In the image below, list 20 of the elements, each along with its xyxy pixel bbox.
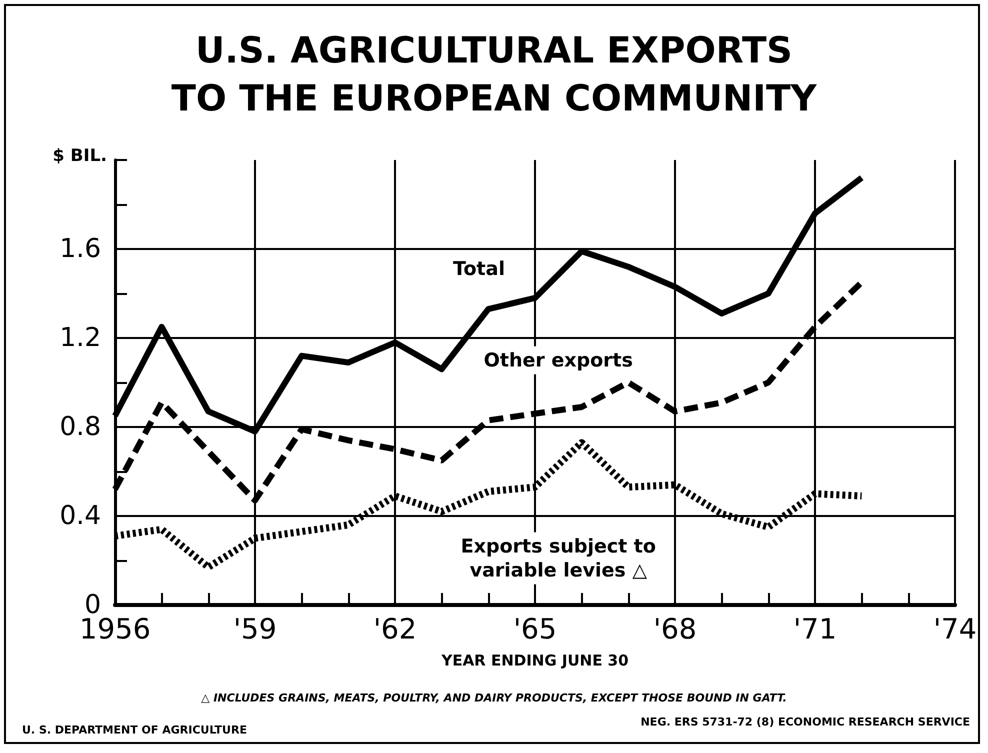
text: △ INCLUDES GRAINS, MEATS, POULTRY, AND DAIRY PRODUCTS, EXCEPT THOSE BOUND IN GATT. [201, 692, 787, 704]
text: U. S. DEPARTMENT OF AGRICULTURE [22, 724, 247, 736]
text: NEG. ERS 5731-72 (8) ECONOMIC RESEARCH SERVICE [640, 716, 970, 728]
y-tick-label: 0.4 [60, 501, 101, 531]
series-label: Total [453, 258, 505, 280]
y-axis-title: $ BIL. [52, 146, 107, 166]
x-tick-label: '59 [233, 612, 277, 646]
x-tick-label: '62 [373, 612, 417, 646]
y-tick-label: 0.8 [60, 412, 101, 442]
y-tick-label: 1.6 [60, 234, 101, 264]
x-tick-label: '71 [793, 612, 837, 646]
x-tick-label: '68 [653, 612, 697, 646]
series-label: Other exports [484, 349, 633, 372]
x-tick-label: 1956 [79, 612, 151, 646]
y-tick-label: 1.2 [60, 323, 101, 353]
series-label: Exports subject to variable levies △ [460, 535, 656, 582]
chart-title: U.S. AGRICULTURAL EXPORTS TO THE EUROPEAN COMMUNITY [171, 30, 818, 120]
x-axis-title: YEAR ENDING JUNE 30 [440, 652, 629, 670]
x-tick-label: '65 [513, 612, 557, 646]
x-tick-label: '74 [933, 612, 977, 646]
